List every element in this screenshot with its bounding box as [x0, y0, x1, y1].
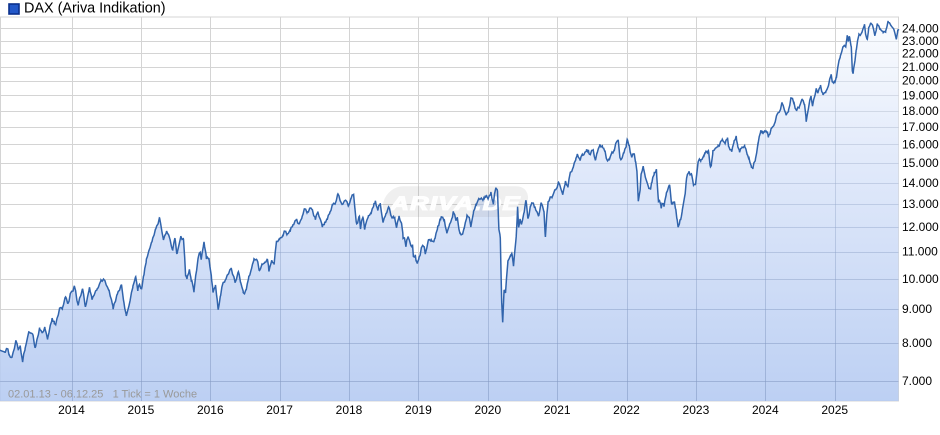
svg-text:2018: 2018 [336, 403, 363, 417]
svg-text:2014: 2014 [58, 403, 85, 417]
svg-text:10.000: 10.000 [902, 272, 939, 286]
svg-text:2022: 2022 [613, 403, 640, 417]
svg-text:23.000: 23.000 [902, 34, 939, 48]
svg-text:2021: 2021 [544, 403, 571, 417]
svg-text:15.000: 15.000 [902, 156, 939, 170]
svg-text:DAX (Ariva Indikation): DAX (Ariva Indikation) [24, 1, 166, 17]
svg-text:22.000: 22.000 [902, 47, 939, 61]
svg-text:21.000: 21.000 [902, 60, 939, 74]
svg-text:8.000: 8.000 [902, 336, 932, 350]
svg-text:2019: 2019 [405, 403, 432, 417]
svg-text:11.000: 11.000 [902, 245, 938, 259]
svg-text:2023: 2023 [683, 403, 710, 417]
svg-text:14.000: 14.000 [902, 176, 939, 190]
svg-text:2015: 2015 [128, 403, 155, 417]
svg-text:19.000: 19.000 [902, 88, 939, 102]
svg-text:2017: 2017 [266, 403, 293, 417]
svg-text:2024: 2024 [752, 403, 779, 417]
svg-text:2016: 2016 [197, 403, 224, 417]
svg-text:13.000: 13.000 [902, 197, 939, 211]
svg-text:02.01.13 - 06.12.25 1 Tick =: 02.01.13 - 06.12.25 1 Tick = 1 Woche [8, 389, 197, 401]
svg-text:2025: 2025 [821, 403, 848, 417]
svg-text:16.000: 16.000 [902, 138, 939, 152]
svg-text:9.000: 9.000 [902, 302, 932, 316]
svg-text:2020: 2020 [474, 403, 501, 417]
svg-text:24.000: 24.000 [902, 22, 939, 36]
svg-text:ARIVA.DE: ARIVA.DE [389, 192, 521, 214]
svg-text:17.000: 17.000 [902, 120, 939, 134]
svg-text:18.000: 18.000 [902, 104, 939, 118]
svg-text:7.000: 7.000 [902, 374, 932, 388]
svg-text:20.000: 20.000 [902, 74, 939, 88]
svg-text:12.000: 12.000 [902, 220, 939, 234]
